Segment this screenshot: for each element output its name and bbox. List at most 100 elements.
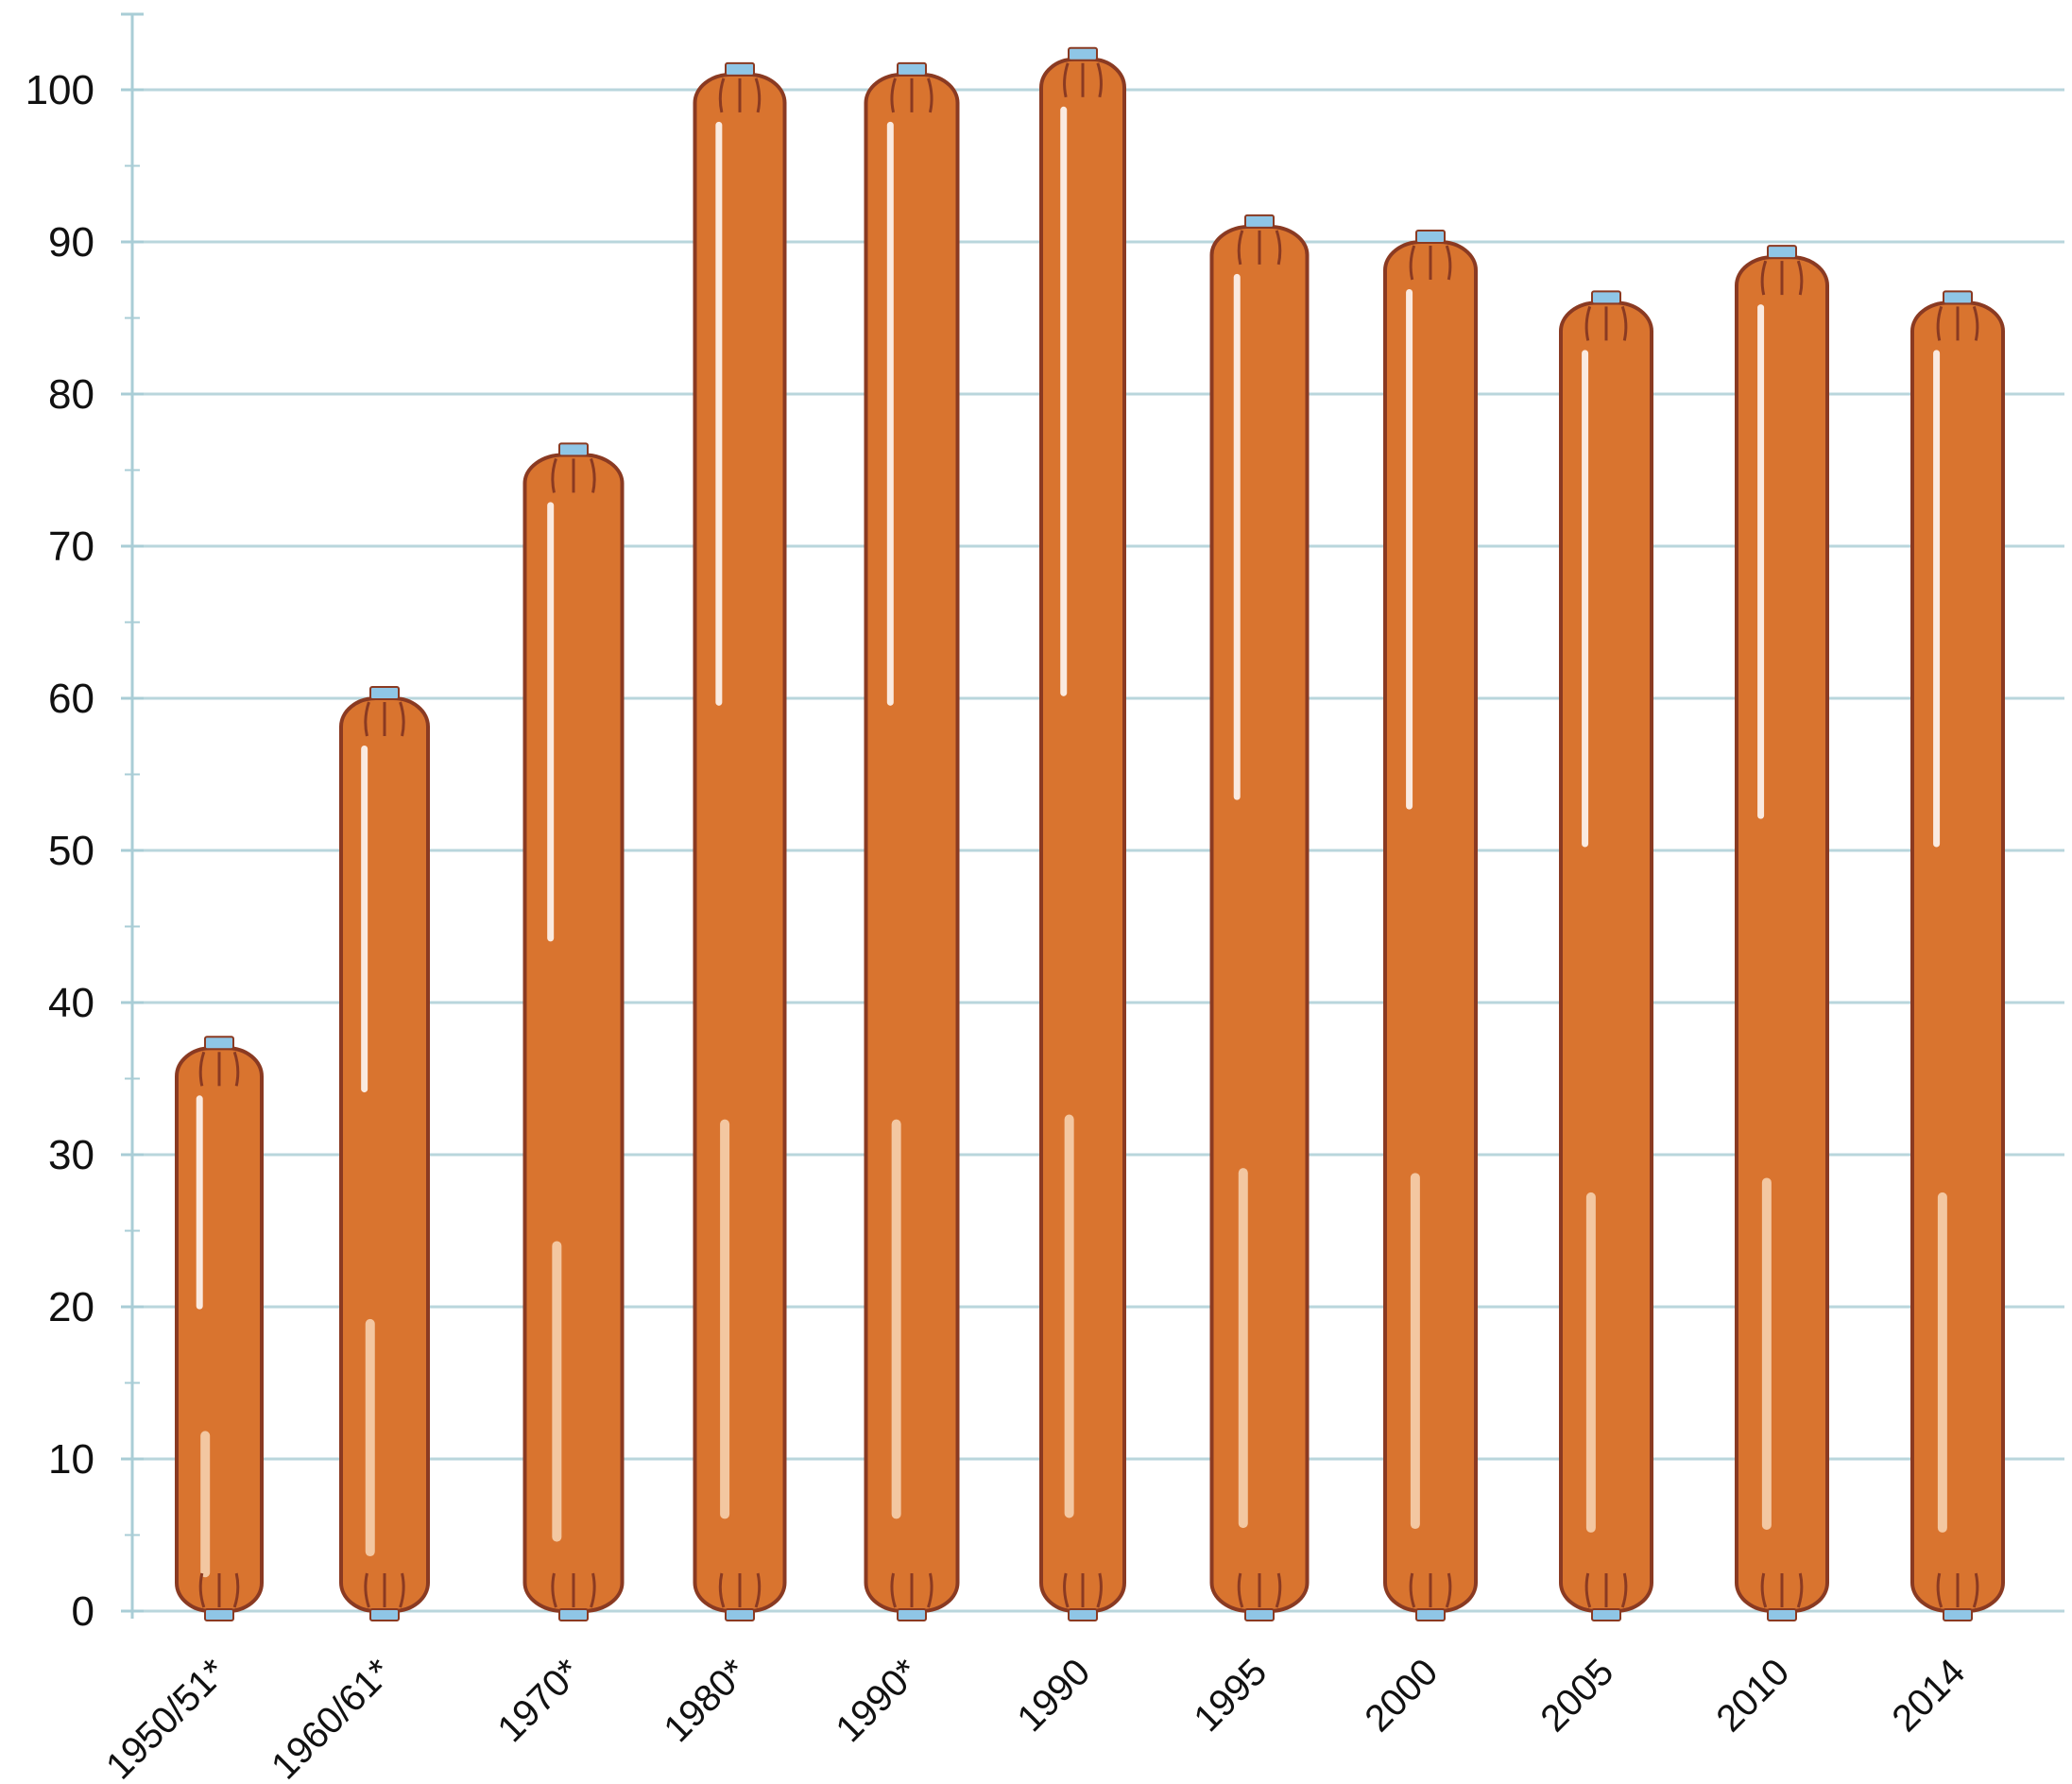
sausage-body bbox=[1209, 224, 1310, 1613]
bar-1950/51* bbox=[175, 1036, 264, 1621]
highlight bbox=[361, 746, 368, 1093]
crease bbox=[1972, 1572, 1979, 1608]
crease bbox=[1620, 1572, 1628, 1608]
x-tick-label: 2000 bbox=[1357, 1651, 1446, 1740]
highlight bbox=[200, 1431, 211, 1578]
sausage-body bbox=[175, 1046, 264, 1614]
tie-top bbox=[1415, 230, 1446, 244]
tie-top bbox=[1068, 46, 1098, 61]
crease bbox=[590, 457, 596, 493]
tie-bottom bbox=[558, 1608, 589, 1621]
crease bbox=[551, 457, 557, 493]
bar-2000 bbox=[1383, 230, 1478, 1621]
crease bbox=[1584, 305, 1592, 341]
x-tick-label: 1970* bbox=[489, 1651, 589, 1750]
y-tick-label: 20 bbox=[48, 1284, 94, 1330]
crease bbox=[590, 1572, 596, 1608]
highlight bbox=[1757, 304, 1765, 819]
y-tick-label: 10 bbox=[48, 1436, 94, 1483]
sausage-body bbox=[1039, 57, 1126, 1613]
tie-bottom bbox=[204, 1608, 234, 1621]
bar-2010 bbox=[1735, 245, 1829, 1621]
crease bbox=[198, 1051, 206, 1087]
y-tick-label: 80 bbox=[48, 371, 94, 418]
tie-bottom bbox=[897, 1608, 927, 1621]
x-tick-label: 1990 bbox=[1009, 1651, 1098, 1740]
tie-bottom bbox=[1943, 1608, 1973, 1621]
y-tick-label: 40 bbox=[48, 980, 94, 1026]
highlight bbox=[1761, 1177, 1772, 1531]
tie-bottom bbox=[1591, 1608, 1621, 1621]
crease bbox=[1237, 1572, 1244, 1608]
crease bbox=[1409, 1572, 1416, 1608]
y-tick-label: 0 bbox=[72, 1588, 94, 1635]
highlight bbox=[1933, 350, 1941, 848]
crease bbox=[232, 1051, 240, 1087]
highlight bbox=[891, 1119, 901, 1519]
sausage-body bbox=[1383, 240, 1478, 1613]
highlight bbox=[715, 121, 723, 706]
crease bbox=[1760, 1572, 1768, 1608]
highlight bbox=[1233, 273, 1241, 800]
tie-top bbox=[1591, 290, 1621, 305]
y-tick-label: 100 bbox=[26, 67, 94, 113]
crease bbox=[1972, 305, 1979, 341]
x-tick-label: 2010 bbox=[1708, 1651, 1797, 1740]
crease bbox=[1760, 260, 1768, 296]
x-tick-label: 1950/51* bbox=[98, 1651, 234, 1784]
tie-top bbox=[897, 61, 927, 77]
crease bbox=[754, 1572, 762, 1608]
sausage-body bbox=[693, 72, 787, 1613]
crease bbox=[1796, 260, 1804, 296]
bar-1995 bbox=[1209, 214, 1310, 1621]
highlight bbox=[1585, 1192, 1596, 1533]
crease bbox=[551, 1572, 557, 1608]
x-tick-label: 1960/61* bbox=[264, 1651, 400, 1784]
crease bbox=[754, 77, 762, 113]
crease bbox=[890, 77, 897, 113]
tie-top bbox=[1767, 245, 1797, 260]
highlight bbox=[365, 1318, 375, 1557]
crease bbox=[1936, 1572, 1944, 1608]
tie-bottom bbox=[1068, 1608, 1098, 1621]
tie-top bbox=[558, 442, 589, 457]
crease bbox=[399, 1572, 405, 1608]
crease bbox=[1275, 1572, 1282, 1608]
crease bbox=[232, 1572, 240, 1608]
x-tick-label: 2005 bbox=[1533, 1651, 1621, 1740]
y-axis: 0 10 20 30 40 50 60 70 80 90 100 bbox=[26, 12, 144, 1635]
bar-1960/61* bbox=[339, 686, 430, 1621]
crease bbox=[198, 1572, 206, 1608]
tie-top bbox=[369, 686, 400, 700]
highlight bbox=[1238, 1168, 1248, 1529]
y-tick-label: 70 bbox=[48, 523, 94, 570]
highlight bbox=[886, 121, 894, 706]
x-tick-label: 2014 bbox=[1884, 1651, 1973, 1740]
crease bbox=[718, 77, 726, 113]
sausage-body bbox=[1735, 255, 1829, 1614]
highlight bbox=[1060, 106, 1068, 696]
x-tick-label: 1990* bbox=[828, 1651, 927, 1750]
bar-1990* bbox=[864, 61, 960, 1621]
highlight bbox=[547, 502, 555, 942]
highlight bbox=[1064, 1114, 1074, 1518]
tie-bottom bbox=[1244, 1608, 1275, 1621]
x-tick-label: 1995 bbox=[1186, 1651, 1275, 1740]
crease bbox=[1237, 230, 1244, 266]
bars bbox=[175, 46, 2005, 1621]
crease bbox=[1796, 1572, 1804, 1608]
highlight bbox=[720, 1119, 730, 1519]
y-tick-label: 90 bbox=[48, 219, 94, 266]
crease bbox=[927, 77, 933, 113]
crease bbox=[399, 701, 405, 737]
crease bbox=[1063, 62, 1070, 98]
highlight bbox=[1410, 1173, 1420, 1530]
crease bbox=[1063, 1572, 1070, 1608]
crease bbox=[1409, 245, 1416, 281]
crease bbox=[364, 1572, 370, 1608]
crease bbox=[1445, 1572, 1452, 1608]
y-tick-label: 30 bbox=[48, 1132, 94, 1178]
crease bbox=[927, 1572, 933, 1608]
